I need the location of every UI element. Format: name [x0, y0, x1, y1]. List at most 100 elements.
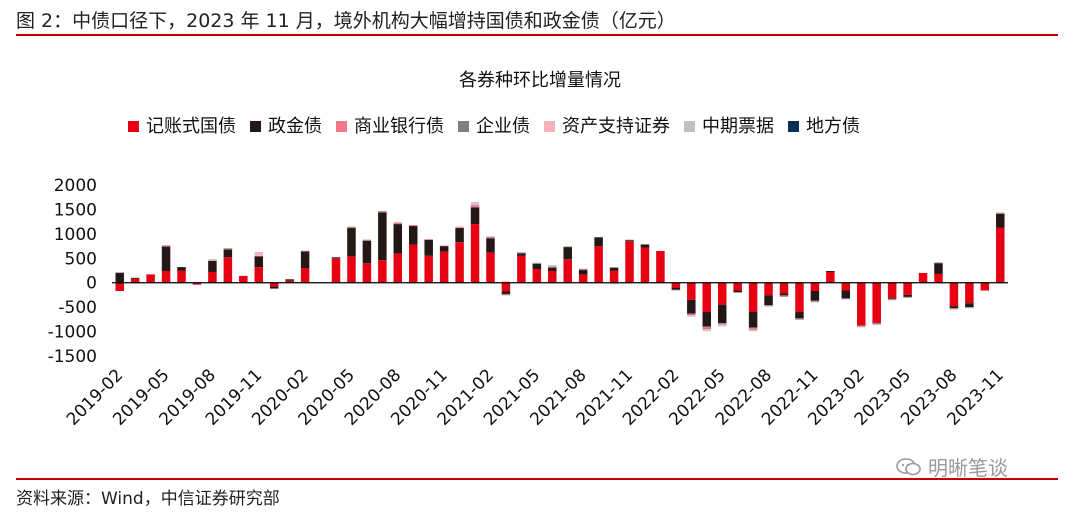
bar-2019-11-s2	[254, 255, 264, 257]
bar-2019-10-s0	[239, 275, 248, 283]
bar-2023-11-s2	[996, 213, 1005, 214]
bar-2022-04-s1	[702, 312, 712, 327]
bar-2021-05-s3	[532, 263, 542, 264]
bar-2023-04-s1	[887, 297, 897, 299]
bar-2019-11-s4	[254, 252, 264, 256]
bar-2022-05-s3	[717, 324, 727, 325]
bar-2023-08-s3	[949, 308, 959, 310]
bar-2019-09-s2	[223, 249, 233, 250]
bar-2019-09-s5	[223, 248, 233, 249]
bar-2022-10-s3	[795, 318, 804, 320]
bar-2023-11-s3	[996, 212, 1005, 214]
legend-swatch-6	[788, 121, 799, 132]
bar-2019-11-s5	[254, 251, 264, 253]
bar-2023-11-s5	[996, 212, 1005, 213]
bar-2019-06-s0	[177, 270, 186, 283]
y-tick-label: -500	[58, 298, 97, 318]
bar-2020-12-s1	[455, 227, 464, 243]
bar-2020-02-s5	[300, 250, 310, 252]
bar-2022-12-s1	[826, 270, 835, 272]
bar-2020-05-s3	[347, 227, 356, 228]
bar-2023-04-s0	[887, 282, 897, 298]
y-axis: -1500 -1000 -500 0 500 1000 1500 2000	[48, 176, 97, 367]
bar-2021-01-s4	[470, 202, 480, 206]
bar-2020-10-s1	[424, 239, 433, 256]
bar-2019-05-s5	[161, 245, 171, 246]
bar-2020-07-s5	[378, 210, 387, 212]
bar-2019-02-s0	[115, 282, 124, 292]
bar-2022-08-s5	[764, 306, 773, 307]
bar-2022-11-s3	[810, 301, 820, 302]
bar-2021-10-s5	[609, 283, 619, 285]
bar-2023-02-s3	[856, 326, 866, 327]
bar-2022-03-s2	[687, 313, 696, 315]
bar-2019-05-s1	[161, 246, 171, 271]
bar-2020-04-s1	[331, 257, 341, 259]
bar-2019-08-s0	[208, 271, 217, 283]
y-tick-label: 1500	[54, 200, 97, 220]
bar-2023-03-s2	[872, 323, 881, 324]
bar-2022-10-s5	[795, 319, 804, 320]
bar-2022-08-s0	[764, 282, 773, 296]
bar-2020-08-s0	[393, 253, 403, 283]
bar-2020-05-s1	[347, 227, 356, 257]
bar-2021-02-s0	[486, 252, 495, 283]
bar-2022-02-s1	[671, 287, 681, 290]
bar-2020-11-s0	[439, 251, 449, 283]
bar-2023-02-s5	[856, 326, 866, 328]
bar-2021-08-s2	[578, 269, 588, 271]
bar-2022-07-s2	[748, 327, 758, 329]
legend-label-6: 地方债	[806, 116, 860, 137]
bar-2021-06-s1	[548, 267, 557, 271]
bar-2021-01-s3	[470, 205, 480, 207]
bar-2023-01-s5	[841, 298, 851, 300]
bar-2019-12-s1	[269, 286, 279, 289]
bar-2021-05-s1	[532, 263, 542, 270]
bar-2023-11-s1	[996, 213, 1005, 228]
bar-2021-07-s1	[563, 247, 572, 260]
bar-2023-05-s0	[903, 282, 912, 295]
legend-swatch-0	[128, 121, 139, 132]
bar-2021-03-s1	[501, 291, 511, 294]
bar-2022-06-s5	[733, 292, 742, 294]
bar-2023-03-s1	[872, 322, 881, 324]
bar-2021-05-s0	[532, 269, 542, 283]
bar-2020-01-s0	[285, 280, 294, 283]
bar-2021-03-s0	[501, 282, 511, 292]
legend-swatch-3	[458, 121, 469, 132]
bar-2022-10-s0	[795, 282, 804, 313]
bar-2023-04-s2	[887, 298, 897, 300]
bar-2019-08-s5	[208, 259, 217, 260]
bar-2021-11-s1	[625, 240, 634, 242]
bar-2023-04-s5	[887, 299, 897, 301]
bar-2022-03-s0	[687, 282, 696, 300]
bar-2020-02-s1	[300, 251, 310, 269]
bar-2022-02-s5	[671, 290, 681, 291]
bar-2022-09-s0	[779, 282, 789, 294]
bar-2022-05-s5	[717, 325, 727, 327]
bar-2022-10-s1	[795, 312, 804, 319]
bar-2021-12-s1	[640, 244, 650, 248]
legend-swatch-5	[684, 121, 695, 132]
bar-2019-09-s0	[223, 257, 233, 283]
chart-title: 各券种环比增量情况	[459, 70, 621, 91]
bars	[115, 202, 1005, 332]
bar-2021-11-s3	[625, 239, 634, 241]
bar-2019-08-s4	[208, 259, 217, 261]
bar-2021-08-s1	[578, 270, 588, 275]
bar-2023-03-s0	[872, 282, 881, 323]
bar-2020-02-s2	[300, 250, 310, 252]
bar-2021-06-s5	[548, 265, 557, 266]
bar-2021-07-s0	[563, 259, 572, 283]
y-tick-label: -1500	[48, 347, 97, 367]
bar-2019-02-s1	[115, 272, 124, 283]
bar-2022-08-s3	[764, 305, 773, 307]
bar-2023-06-s0	[918, 272, 928, 283]
bar-2020-09-s2	[408, 225, 418, 227]
legend-label-0: 记账式国债	[146, 116, 236, 137]
bar-2021-06-s3	[548, 266, 557, 268]
bar-2023-05-s1	[903, 294, 912, 297]
bar-2019-04-s0	[146, 274, 155, 283]
bar-2022-03-s3	[687, 314, 696, 316]
bar-2021-03-s2	[501, 293, 511, 295]
